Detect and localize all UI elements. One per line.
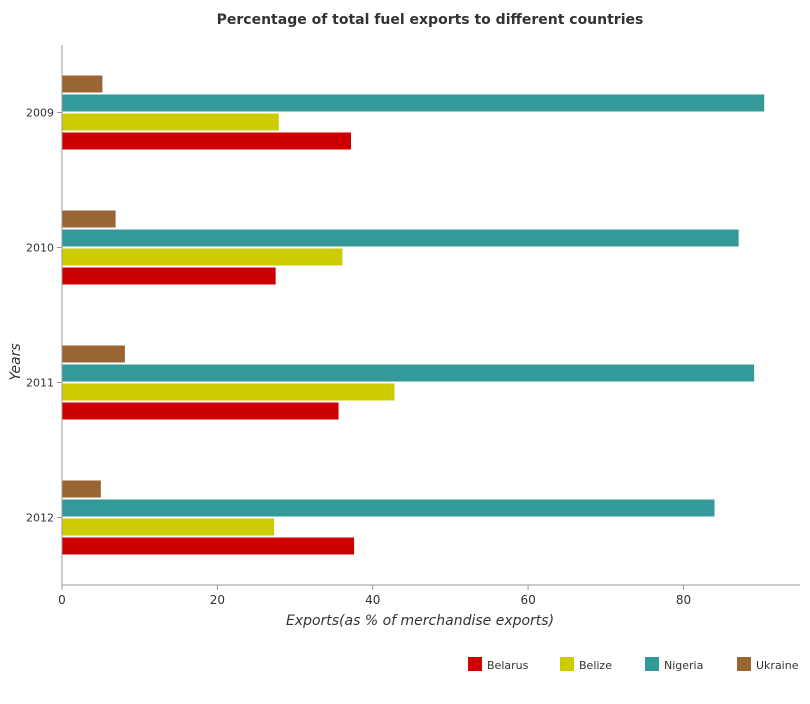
legend-swatch-nigeria xyxy=(645,657,659,671)
bar-belarus-2010 xyxy=(62,267,276,285)
legend-label-nigeria: Nigeria xyxy=(664,659,703,672)
legend-label-belize: Belize xyxy=(579,659,612,672)
legend-swatch-ukraine xyxy=(737,657,751,671)
bar-nigeria-2010 xyxy=(62,229,739,247)
bar-belize-2009 xyxy=(62,113,279,131)
bar-nigeria-2012 xyxy=(62,499,715,517)
x-tick-label: 20 xyxy=(210,593,225,607)
bar-belize-2011 xyxy=(62,383,395,401)
y-axis: 2009 2010 2011 2012 xyxy=(26,45,63,585)
x-tick-label: 0 xyxy=(58,593,66,607)
bar-nigeria-2011 xyxy=(62,364,755,382)
legend-swatch-belize xyxy=(560,657,574,671)
y-tick-label: 2011 xyxy=(26,377,54,390)
bar-ukraine-2011 xyxy=(62,345,125,363)
y-tick-label: 2012 xyxy=(26,512,54,525)
bar-nigeria-2009 xyxy=(62,94,765,112)
bar-ukraine-2009 xyxy=(62,75,103,93)
legend-swatch-belarus xyxy=(468,657,482,671)
y-tick-label: 2010 xyxy=(26,242,54,255)
x-tick-label: 60 xyxy=(520,593,535,607)
legend-label-belarus: Belarus xyxy=(487,659,529,672)
bar-belarus-2012 xyxy=(62,537,355,555)
bar-ukraine-2012 xyxy=(62,480,101,498)
chart-title: Percentage of total fuel exports to diff… xyxy=(217,12,644,28)
x-tick-label: 40 xyxy=(365,593,380,607)
legend-label-ukraine: Ukraine xyxy=(756,659,799,672)
bar-belize-2010 xyxy=(62,248,343,266)
y-axis-label: Years xyxy=(8,343,24,380)
x-tick-label: 80 xyxy=(676,593,691,607)
x-axis: 0 20 40 60 80 xyxy=(58,584,800,607)
bar-ukraine-2010 xyxy=(62,210,116,228)
bar-belarus-2011 xyxy=(62,402,339,420)
plot-area xyxy=(62,75,765,555)
x-axis-label: Exports(as % of merchandise exports) xyxy=(286,613,554,629)
y-tick-label: 2009 xyxy=(26,107,54,120)
bar-belarus-2009 xyxy=(62,132,351,150)
bar-belize-2012 xyxy=(62,518,275,536)
legend: Belarus Belize Nigeria Ukraine xyxy=(468,657,799,672)
